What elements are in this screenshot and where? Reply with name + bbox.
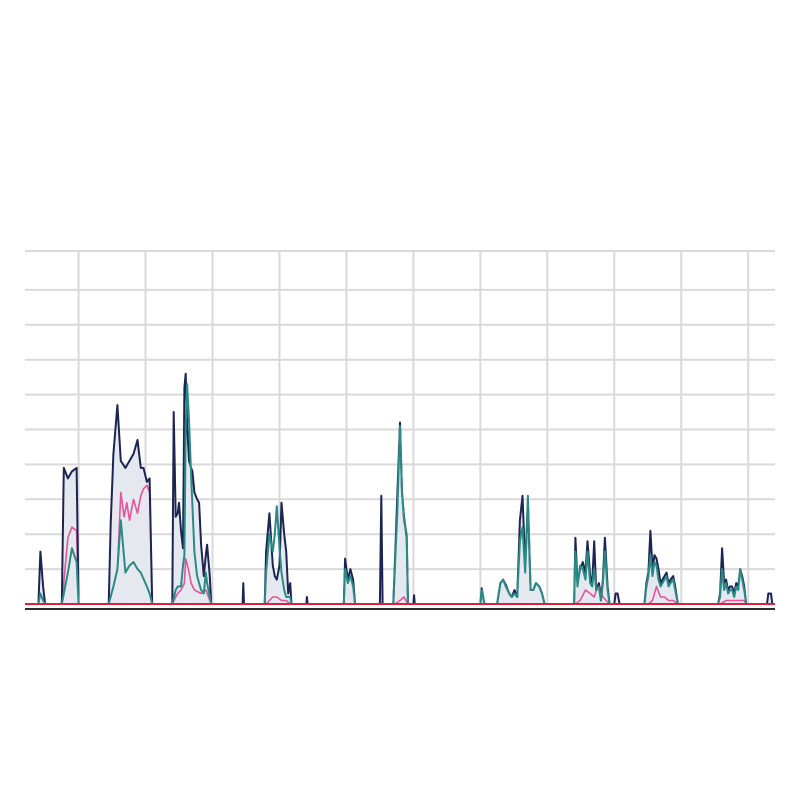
series-pink-line: [61, 484, 747, 605]
series-teal-line: [37, 383, 748, 605]
